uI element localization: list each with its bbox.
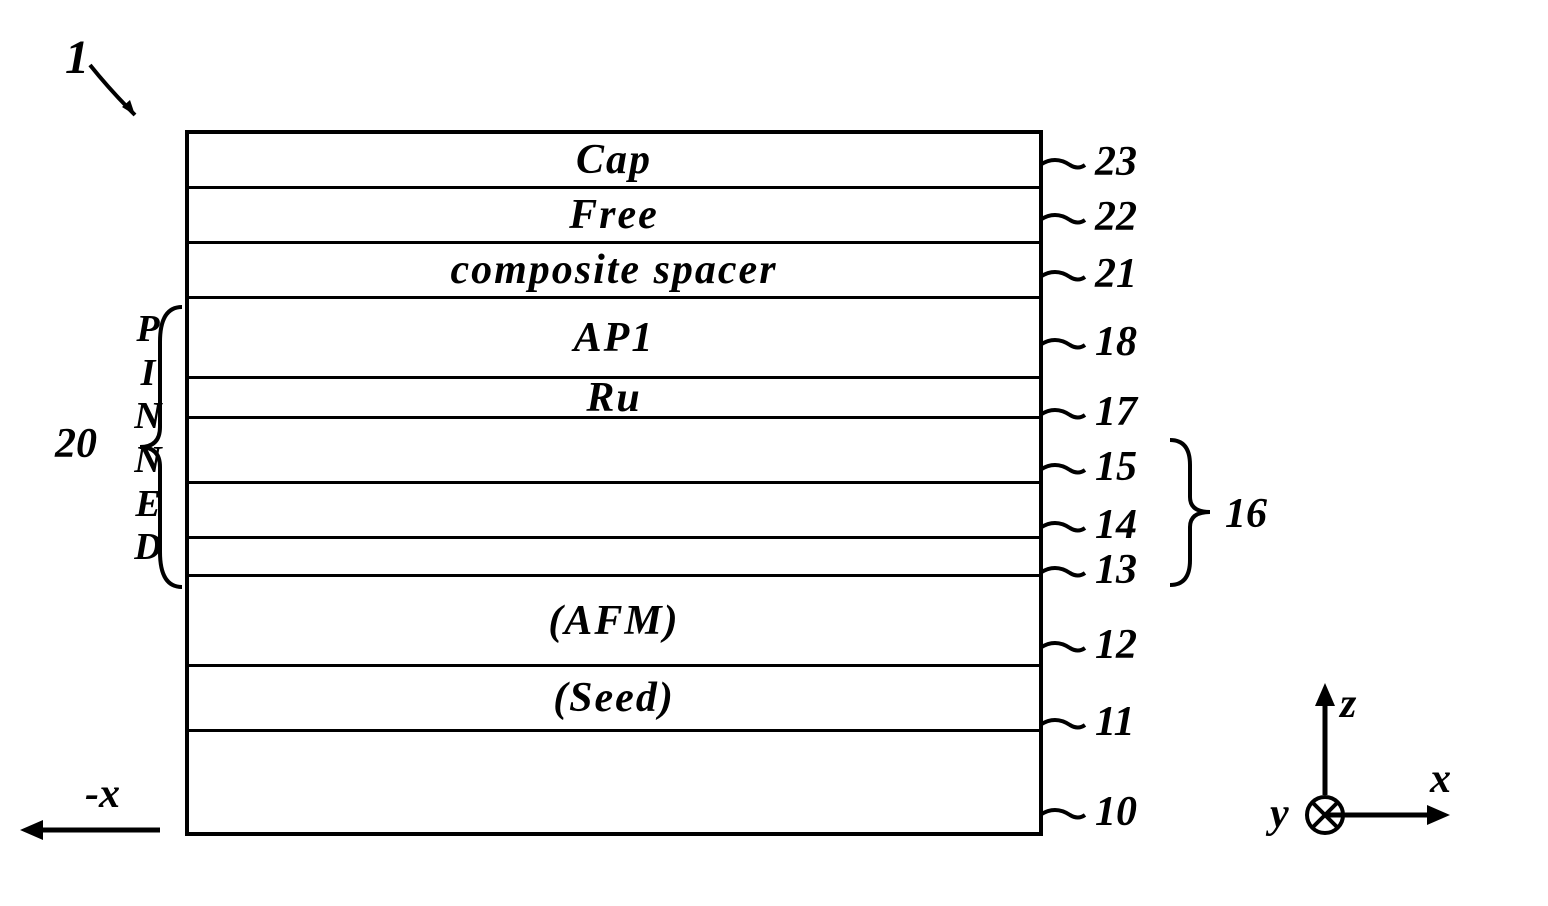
tick-18 [1040, 330, 1090, 360]
layer-cap: Cap [189, 134, 1039, 189]
figure-arrow [80, 60, 160, 130]
layer-spacer-label: composite spacer [450, 246, 777, 294]
tick-23 [1040, 150, 1090, 180]
ref-13: 13 [1095, 546, 1137, 594]
layer-stack-container: Cap Free composite spacer AP1 Ru (AFM) (… [185, 130, 1035, 836]
x-label: x [1430, 755, 1451, 803]
tick-14 [1040, 513, 1090, 543]
pinned-label: PINNED [133, 308, 163, 570]
tick-22 [1040, 205, 1090, 235]
ref-17: 17 [1095, 388, 1137, 436]
layer-14 [189, 484, 1039, 539]
brace-16 [1165, 435, 1225, 590]
layer-afm: (AFM) [189, 577, 1039, 667]
ref-18: 18 [1095, 318, 1137, 366]
y-axis-symbol [1303, 793, 1347, 837]
layer-free-label: Free [569, 191, 659, 239]
ref-14: 14 [1095, 501, 1137, 549]
ref-20: 20 [55, 420, 97, 468]
layer-13 [189, 539, 1039, 577]
layer-cap-label: Cap [576, 136, 652, 184]
layer-seed-label: (Seed) [553, 674, 675, 722]
tick-12 [1040, 633, 1090, 663]
y-label: y [1270, 790, 1289, 838]
layer-stack: Cap Free composite spacer AP1 Ru (AFM) (… [185, 130, 1043, 836]
ref-16: 16 [1225, 490, 1267, 538]
tick-11 [1040, 710, 1090, 740]
ref-21: 21 [1095, 250, 1137, 298]
layer-ru-label: Ru [586, 374, 641, 422]
tick-17 [1040, 400, 1090, 430]
layer-seed: (Seed) [189, 667, 1039, 732]
tick-13 [1040, 558, 1090, 588]
ref-23: 23 [1095, 138, 1137, 186]
ref-15: 15 [1095, 443, 1137, 491]
layer-15 [189, 419, 1039, 484]
z-axis-arrow [1305, 680, 1345, 800]
layer-ap1-label: AP1 [574, 314, 655, 362]
ref-11: 11 [1095, 698, 1135, 746]
z-label: z [1340, 680, 1356, 728]
ref-22: 22 [1095, 193, 1137, 241]
ref-10: 10 [1095, 788, 1137, 836]
layer-10 [189, 732, 1039, 832]
layer-afm-label: (AFM) [548, 597, 679, 645]
layer-ap1: AP1 [189, 299, 1039, 379]
tick-10 [1040, 800, 1090, 830]
layer-ru: Ru [189, 379, 1039, 419]
tick-21 [1040, 262, 1090, 292]
neg-x-arrow [15, 810, 165, 850]
layer-composite-spacer: composite spacer [189, 244, 1039, 299]
tick-15 [1040, 455, 1090, 485]
ref-12: 12 [1095, 621, 1137, 669]
layer-free: Free [189, 189, 1039, 244]
